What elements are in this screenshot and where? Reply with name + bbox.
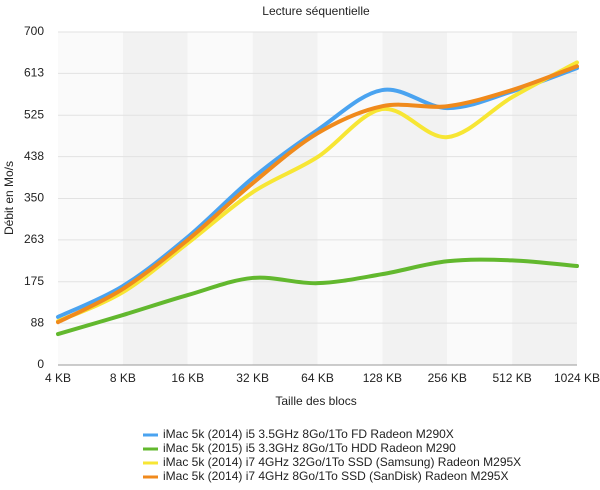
y-tick-label: 438 <box>24 149 44 163</box>
x-tick-label: 1024 KB <box>554 371 600 385</box>
series-line <box>56 64 579 325</box>
x-tick-label: 512 KB <box>492 371 531 385</box>
legend-label: iMac 5k (2014) i7 4GHz 32Go/1To SSD (Sam… <box>163 455 521 469</box>
y-tick-label: 175 <box>24 274 44 288</box>
y-tick-label: 0 <box>37 357 44 371</box>
chart-title: Lecture séquentielle <box>262 4 370 18</box>
y-tick-label: 700 <box>24 24 44 38</box>
y-tick-label: 525 <box>24 107 44 121</box>
x-tick-label: 8 KB <box>110 371 136 385</box>
y-axis-label: Débit en Mo/s <box>2 161 16 235</box>
x-tick-label: 256 KB <box>428 371 467 385</box>
x-axis-label: Taille des blocs <box>275 394 356 408</box>
legend-label: iMac 5k (2014) i5 3.5GHz 8Go/1To FD Rade… <box>163 427 454 441</box>
legend-label: iMac 5k (2015) i5 3.3GHz 8Go/1To HDD Rad… <box>163 441 456 455</box>
x-tick-label: 32 KB <box>236 371 269 385</box>
y-tick-label: 263 <box>24 232 44 246</box>
series-line <box>56 60 579 324</box>
y-tick-label: 88 <box>31 315 45 329</box>
x-tick-label: 64 KB <box>301 371 334 385</box>
y-tick-label: 350 <box>24 191 44 205</box>
x-tick-label: 128 KB <box>363 371 402 385</box>
series-line <box>56 257 579 337</box>
legend-label: iMac 5k (2014) i7 4GHz 8Go/1To SSD (SanD… <box>163 469 509 483</box>
x-tick-label: 4 KB <box>45 371 71 385</box>
x-tick-label: 16 KB <box>171 371 204 385</box>
y-tick-label: 613 <box>24 66 44 80</box>
